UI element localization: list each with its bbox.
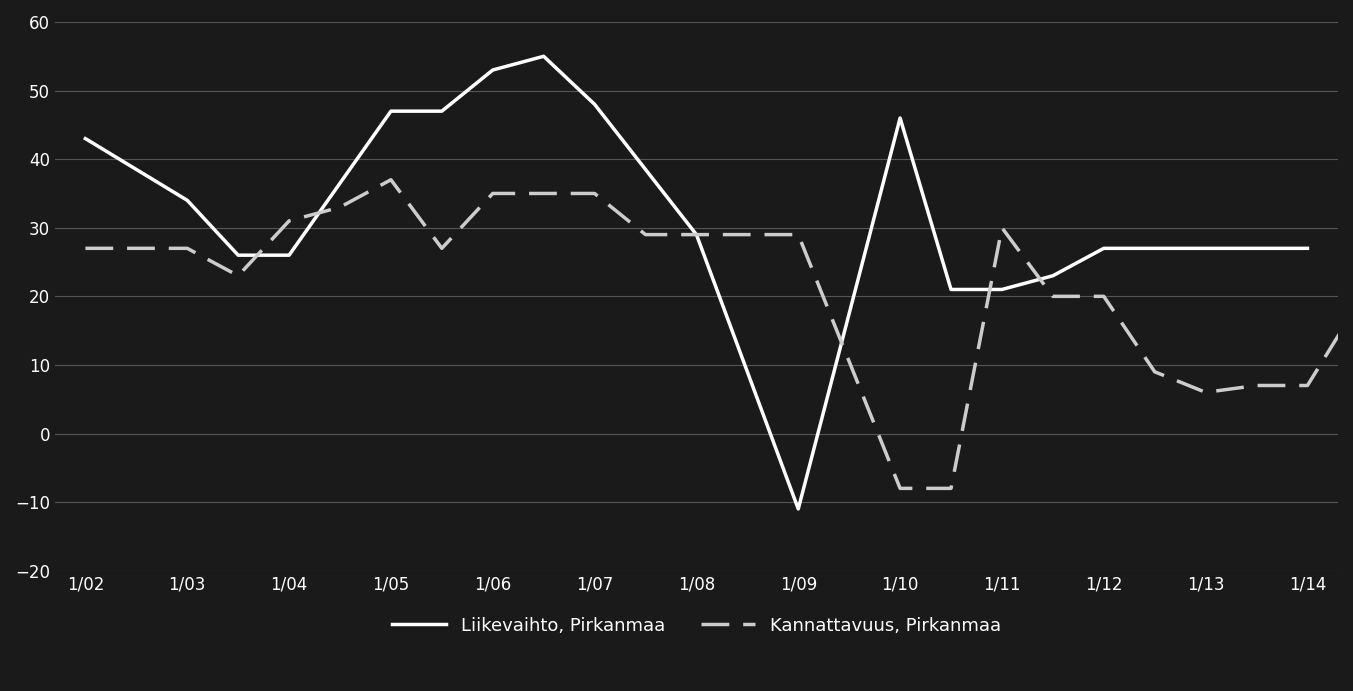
- Liikevaihto, Pirkanmaa: [586, 100, 602, 108]
- Liikevaihto, Pirkanmaa: [434, 107, 451, 115]
- Kannattavuus, Pirkanmaa: [1146, 368, 1162, 376]
- Liikevaihto, Pirkanmaa: [281, 251, 298, 259]
- Kannattavuus, Pirkanmaa: [1197, 388, 1214, 397]
- Kannattavuus, Pirkanmaa: [1299, 381, 1315, 390]
- Liikevaihto, Pirkanmaa: [790, 505, 806, 513]
- Kannattavuus, Pirkanmaa: [230, 272, 246, 280]
- Kannattavuus, Pirkanmaa: [1350, 299, 1353, 307]
- Kannattavuus, Pirkanmaa: [1045, 292, 1061, 301]
- Liikevaihto, Pirkanmaa: [943, 285, 959, 294]
- Kannattavuus, Pirkanmaa: [77, 244, 93, 252]
- Kannattavuus, Pirkanmaa: [179, 244, 195, 252]
- Kannattavuus, Pirkanmaa: [689, 231, 705, 239]
- Kannattavuus, Pirkanmaa: [281, 217, 298, 225]
- Kannattavuus, Pirkanmaa: [790, 231, 806, 239]
- Kannattavuus, Pirkanmaa: [892, 484, 908, 493]
- Kannattavuus, Pirkanmaa: [536, 189, 552, 198]
- Kannattavuus, Pirkanmaa: [434, 244, 451, 252]
- Liikevaihto, Pirkanmaa: [1096, 244, 1112, 252]
- Line: Kannattavuus, Pirkanmaa: Kannattavuus, Pirkanmaa: [85, 180, 1353, 489]
- Line: Liikevaihto, Pirkanmaa: Liikevaihto, Pirkanmaa: [85, 56, 1307, 509]
- Liikevaihto, Pirkanmaa: [484, 66, 501, 74]
- Liikevaihto, Pirkanmaa: [536, 52, 552, 60]
- Legend: Liikevaihto, Pirkanmaa, Kannattavuus, Pirkanmaa: Liikevaihto, Pirkanmaa, Kannattavuus, Pi…: [383, 607, 1009, 644]
- Liikevaihto, Pirkanmaa: [383, 107, 399, 115]
- Liikevaihto, Pirkanmaa: [689, 231, 705, 239]
- Kannattavuus, Pirkanmaa: [1249, 381, 1265, 390]
- Kannattavuus, Pirkanmaa: [994, 224, 1011, 232]
- Kannattavuus, Pirkanmaa: [383, 176, 399, 184]
- Liikevaihto, Pirkanmaa: [230, 251, 246, 259]
- Kannattavuus, Pirkanmaa: [637, 231, 653, 239]
- Liikevaihto, Pirkanmaa: [892, 114, 908, 122]
- Liikevaihto, Pirkanmaa: [1197, 244, 1214, 252]
- Liikevaihto, Pirkanmaa: [77, 135, 93, 143]
- Kannattavuus, Pirkanmaa: [586, 189, 602, 198]
- Kannattavuus, Pirkanmaa: [1096, 292, 1112, 301]
- Liikevaihto, Pirkanmaa: [1045, 272, 1061, 280]
- Kannattavuus, Pirkanmaa: [943, 484, 959, 493]
- Liikevaihto, Pirkanmaa: [1299, 244, 1315, 252]
- Kannattavuus, Pirkanmaa: [129, 244, 145, 252]
- Kannattavuus, Pirkanmaa: [484, 189, 501, 198]
- Liikevaihto, Pirkanmaa: [994, 285, 1011, 294]
- Kannattavuus, Pirkanmaa: [739, 231, 755, 239]
- Liikevaihto, Pirkanmaa: [179, 196, 195, 205]
- Kannattavuus, Pirkanmaa: [331, 203, 348, 211]
